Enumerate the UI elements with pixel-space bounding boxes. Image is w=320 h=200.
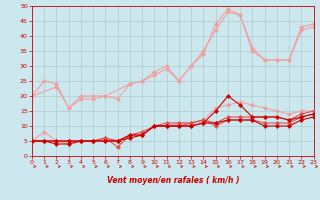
X-axis label: Vent moyen/en rafales ( km/h ): Vent moyen/en rafales ( km/h ) [107,176,239,185]
